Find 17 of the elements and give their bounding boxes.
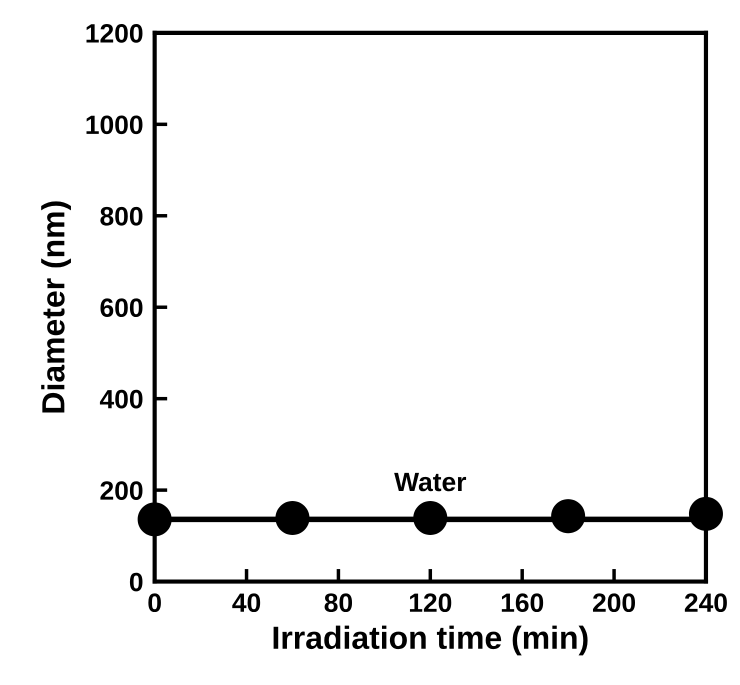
- y-tick-label: 1000: [86, 115, 142, 134]
- x-tick-label: 80: [324, 593, 352, 612]
- x-tick-label: 40: [232, 593, 260, 612]
- x-tick-label: 0: [148, 593, 161, 612]
- y-tick-label: 800: [100, 206, 142, 226]
- x-axis-title: Irradiation time (min): [274, 626, 588, 656]
- x-tick-label: 160: [502, 593, 544, 612]
- y-axis-title: Diameter (nm): [41, 201, 71, 412]
- y-tick-label: 0: [130, 572, 142, 592]
- x-tick-label: 240: [684, 593, 727, 612]
- y-tick-label: 200: [100, 481, 142, 500]
- y-tick-label: 1200: [86, 24, 142, 43]
- y-tick-label: 600: [100, 298, 142, 318]
- annotation: Water: [394, 472, 466, 492]
- x-tick-label: 120: [410, 593, 452, 612]
- y-tick-label: 400: [100, 390, 142, 408]
- x-tick-label: 200: [592, 593, 636, 612]
